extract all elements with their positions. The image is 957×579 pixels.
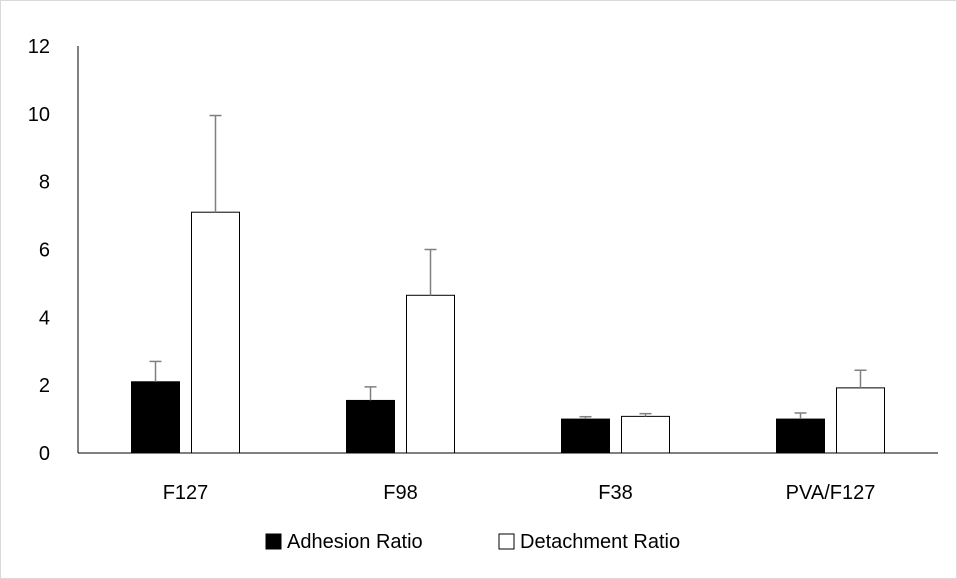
bar-detachment bbox=[191, 211, 240, 454]
x-category-label: F98 bbox=[383, 482, 417, 504]
y-tick-label: 0 bbox=[39, 443, 50, 465]
legend-swatch-adhesion bbox=[265, 533, 282, 550]
legend-swatch-detachment bbox=[498, 533, 515, 550]
y-tick-label: 8 bbox=[39, 172, 50, 194]
bar-adhesion bbox=[776, 418, 825, 454]
bar-adhesion bbox=[346, 399, 395, 454]
y-tick-label: 10 bbox=[28, 104, 50, 126]
y-tick-label: 4 bbox=[39, 307, 50, 329]
bar-detachment bbox=[406, 294, 455, 454]
bar-adhesion bbox=[131, 381, 180, 454]
x-category-label: PVA/F127 bbox=[786, 482, 876, 504]
x-category-label: F38 bbox=[598, 482, 632, 504]
legend-label-adhesion: Adhesion Ratio bbox=[287, 531, 423, 553]
x-category-label: F127 bbox=[163, 482, 209, 504]
legend: Adhesion Ratio Detachment Ratio bbox=[265, 531, 680, 553]
bar-adhesion bbox=[561, 418, 610, 454]
legend-label-detachment: Detachment Ratio bbox=[520, 531, 680, 553]
axis-labels: 0 2 4 6 8 10 12 F127 F98 F38 PVA/F127 bbox=[28, 36, 876, 504]
bars bbox=[131, 211, 885, 454]
y-tick-label: 6 bbox=[39, 240, 50, 262]
y-tick-label: 2 bbox=[39, 375, 50, 397]
bar-detachment bbox=[621, 415, 670, 454]
y-tick-label: 12 bbox=[28, 36, 50, 58]
error-bars bbox=[149, 114, 867, 420]
bar-detachment bbox=[836, 387, 885, 454]
